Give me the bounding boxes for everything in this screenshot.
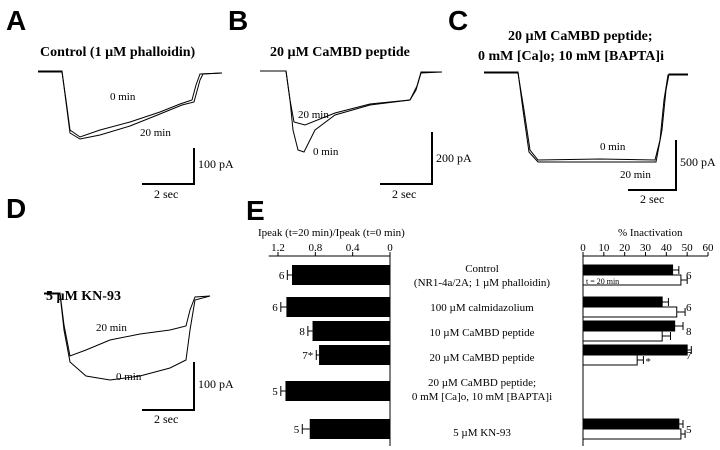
panel-a-scalebar [142, 148, 195, 185]
panel-d-traces [44, 292, 211, 381]
panel-a-scale-y: 100 pA [198, 157, 234, 171]
panel-c-title-line2: 0 mM [Ca]o; 10 mM [BAPTA]i [478, 49, 664, 64]
panel-letter-b: B [228, 5, 248, 36]
panel-a-scale-x: 2 sec [154, 187, 178, 201]
ratio-bar [292, 265, 390, 285]
category-label: 0 mM [Ca]o, 10 mM [BAPTA]i [412, 391, 552, 403]
legend-t0: t = 0 min [586, 267, 615, 276]
inactivation-n-label: 6 [686, 302, 692, 314]
panel-c-label-20min: 20 min [620, 169, 651, 181]
panel-c-title-line1: 20 µM CaMBD peptide; [508, 29, 653, 44]
panel-d-label-0min: 0 min [116, 371, 142, 383]
panel-c-scale-y: 500 pA [680, 155, 716, 169]
panel-c-scalebar [628, 140, 677, 191]
panel-a-label-20min: 20 min [140, 127, 171, 139]
ratio-n-label: 5 [272, 386, 278, 398]
inactivation-bar-t20 [582, 306, 678, 318]
ratio-tick-label: 1.2 [271, 242, 285, 254]
ratio-bar [286, 297, 390, 317]
inactivation-tick-label: 50 [682, 242, 694, 254]
trace-a-20min [38, 70, 223, 140]
panel-c-scale-x: 2 sec [640, 192, 664, 206]
legend-t20: t = 20 min [586, 277, 619, 286]
inactivation-bar-t20 [582, 354, 638, 366]
inactivation-n-label: 8 [686, 326, 692, 338]
panel-b-title: 20 µM CaMBD peptide [270, 45, 410, 60]
panel-b-scale-x: 2 sec [392, 187, 416, 201]
category-label: 10 µM CaMBD peptide [429, 327, 534, 339]
ratio-bar [285, 381, 390, 401]
ratio-n-label: 6 [272, 302, 278, 314]
ratio-chart: Ipeak (t=20 min)/Ipeak (t=0 min) 1.2 0.8 0.… [258, 227, 405, 446]
ratio-n-label: 7* [302, 350, 313, 362]
panel-b-label-20min: 20 min [298, 109, 329, 121]
panel-c-traces [484, 71, 688, 163]
inactivation-bar-t0 [582, 418, 680, 430]
panel-d-scale-y: 100 pA [198, 377, 234, 391]
panel-b-label-0min: 0 min [313, 146, 339, 158]
panel-a-title: Control (1 µM phalloidin) [40, 45, 196, 60]
panel-letter-a: A [6, 5, 26, 36]
trace-b-20min [260, 70, 442, 126]
category-labels: Control (NR1-4a/2A; 1 µM phalloidin) 100 µ… [412, 263, 552, 439]
category-label: 20 µM CaMBD peptide; [428, 377, 536, 389]
panel-b-scale-y: 200 pA [436, 151, 472, 165]
inactivation-bar-t0 [582, 344, 688, 356]
inactivation-xlabel: % Inactivation [618, 227, 683, 239]
ratio-n-label: 6 [279, 270, 285, 282]
inactivation-tick-label: 30 [640, 242, 652, 254]
panel-a-label-0min: 0 min [110, 91, 136, 103]
inactivation-bar-t0 [582, 296, 663, 308]
ratio-bar [312, 321, 390, 341]
category-label: (NR1-4a/2A; 1 µM phalloidin) [414, 277, 551, 289]
ratio-bar [319, 345, 390, 365]
panel-letter-d: D [6, 193, 26, 224]
panel-b-scalebar [380, 132, 433, 185]
panel-d-scale-x: 2 sec [154, 412, 178, 426]
inactivation-tick-label: 10 [598, 242, 610, 254]
ratio-xlabel: Ipeak (t=20 min)/Ipeak (t=0 min) [258, 227, 405, 239]
trace-d-0min [44, 293, 211, 381]
panel-c-label-0min: 0 min [600, 141, 626, 153]
panel-d-scalebar [142, 362, 195, 411]
trace-c-20min [484, 71, 688, 163]
ratio-bar [309, 419, 390, 439]
significance-marker: * [645, 356, 651, 368]
panel-a-traces [38, 70, 223, 140]
inactivation-n-label: 5 [686, 424, 692, 436]
ratio-tick-label: 0.4 [346, 242, 360, 254]
inactivation-tick-label: 20 [619, 242, 631, 254]
trace-d-20min [44, 292, 211, 357]
ratio-tick-label: 0 [387, 242, 393, 254]
ratio-tick-label: 0.8 [308, 242, 322, 254]
inactivation-bar-t20 [582, 330, 663, 342]
ratio-n-label: 5 [294, 424, 300, 436]
panel-letter-c: C [448, 5, 468, 36]
category-label: 100 µM calmidazolium [430, 302, 534, 314]
panel-b-traces [260, 70, 443, 153]
trace-a-0min [38, 71, 223, 138]
panel-d-label-20min: 20 min [96, 322, 127, 334]
category-label: 5 µM KN-93 [453, 427, 511, 439]
inactivation-tick-label: 60 [703, 242, 715, 254]
category-label: 20 µM CaMBD peptide [429, 352, 534, 364]
inactivation-bar-t20 [582, 428, 682, 440]
panel-letter-e: E [246, 195, 265, 226]
panel-d-title: 5 µM KN-93 [46, 289, 121, 304]
trace-c-0min [484, 72, 688, 161]
inactivation-bar-t0 [582, 320, 676, 332]
inactivation-n-label: 6 [686, 270, 692, 282]
inactivation-tick-label: 0 [580, 242, 586, 254]
inactivation-n-label: 7 [686, 350, 692, 362]
ratio-n-label: 8 [299, 326, 305, 338]
inactivation-tick-label: 40 [661, 242, 673, 254]
category-label: Control [465, 263, 499, 275]
